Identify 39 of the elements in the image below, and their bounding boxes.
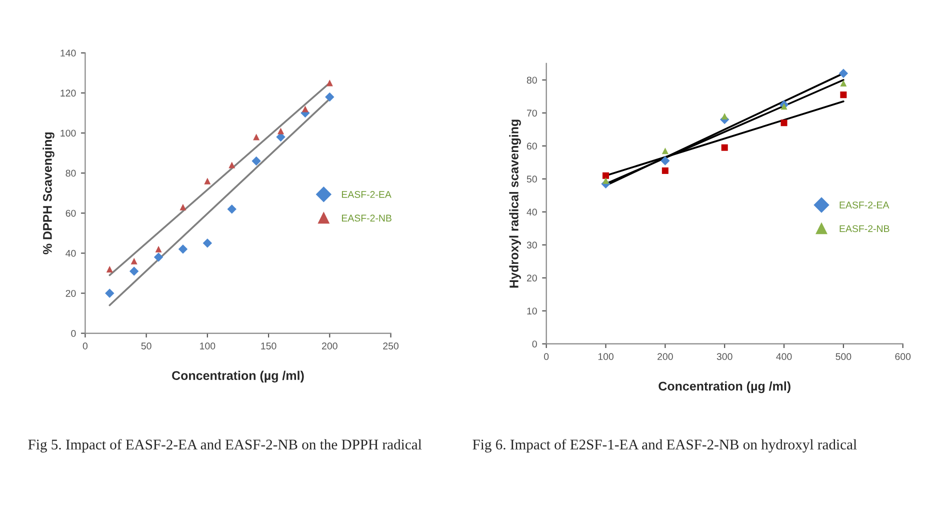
- y-tick-label: 0: [71, 330, 76, 337]
- legend-label: EASF-2-NB: [342, 214, 392, 222]
- x-tick-label: 200: [322, 342, 338, 350]
- legend-label: EASF-2-NB: [840, 225, 890, 232]
- x-tick-label: 250: [383, 342, 399, 350]
- y-tick-label: 60: [526, 142, 537, 150]
- y-axis-title: Hydroxyl radical scavenging: [509, 120, 521, 288]
- x-tick-label: 500: [836, 353, 852, 360]
- x-tick-label: 600: [895, 353, 911, 360]
- y-tick-label: 140: [60, 50, 76, 57]
- caption: Fig 5. Impact of EASF-2-EA and EASF-2-NB on the DPPH radical: [28, 439, 422, 452]
- y-tick-label: 50: [526, 176, 537, 183]
- x-tick-label: 0: [82, 342, 88, 350]
- y-tick-label: 20: [66, 290, 76, 297]
- y-tick-label: 80: [66, 170, 76, 177]
- x-tick-label: 100: [598, 353, 614, 360]
- x-tick-label: 100: [200, 342, 216, 350]
- x-axis-title: Concentration (µg /ml): [658, 381, 790, 394]
- x-tick-label: 50: [141, 342, 152, 350]
- x-tick-label: 150: [261, 342, 276, 350]
- legend-label: EASF-2-EA: [840, 202, 890, 208]
- y-tick-label: 80: [526, 76, 537, 84]
- y-tick-label: 10: [527, 308, 537, 314]
- x-tick-label: 300: [716, 353, 732, 360]
- x-axis-title: Concentration (µg /ml): [172, 370, 304, 383]
- y-tick-label: 70: [527, 110, 537, 117]
- y-tick-label: 30: [526, 242, 537, 249]
- x-tick-label: 200: [658, 353, 673, 360]
- y-tick-label: 20: [526, 274, 537, 282]
- legend-label: EASF-2-EA: [342, 191, 392, 198]
- x-tick-label: 400: [776, 353, 792, 360]
- y-tick-label: 60: [66, 210, 76, 217]
- y-axis-title: % DPPH Scavenging: [42, 132, 54, 254]
- x-tick-label: 0: [544, 353, 549, 360]
- y-tick-label: 40: [66, 250, 76, 257]
- y-tick-label: 100: [60, 130, 76, 137]
- y-tick-label: 120: [60, 90, 76, 97]
- y-tick-label: 40: [526, 208, 537, 216]
- caption: Fig 6. Impact of E2SF-1-EA and EASF-2-NB on hydroxyl radical: [472, 439, 857, 452]
